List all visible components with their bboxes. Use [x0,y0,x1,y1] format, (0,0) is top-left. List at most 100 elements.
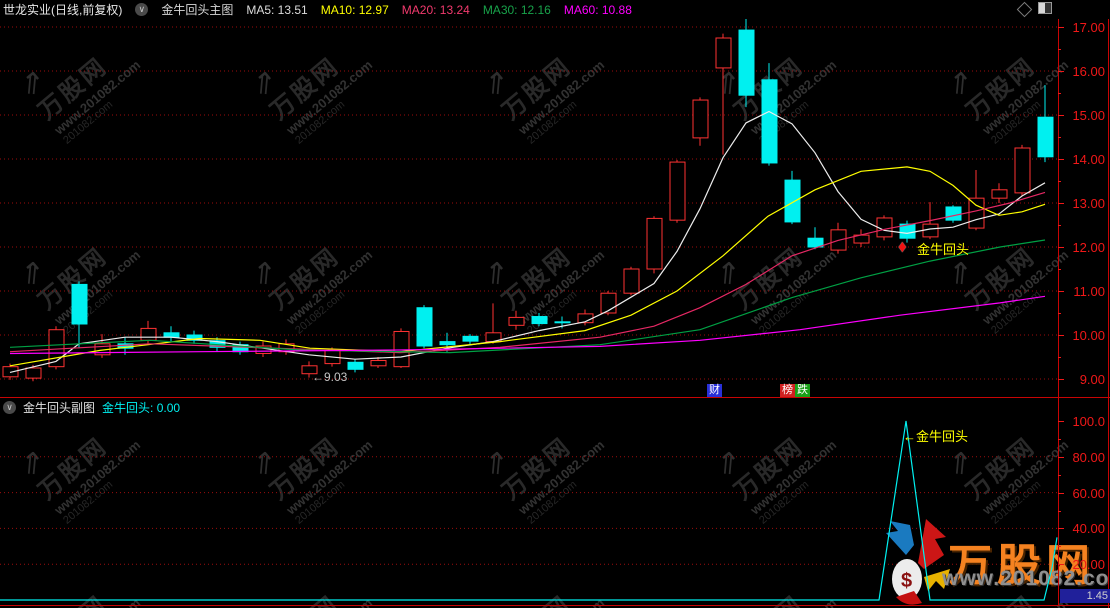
candle-body [370,360,387,367]
candle-up [669,159,686,223]
candle-body [554,321,571,324]
candle-body [646,217,663,270]
sub-axis-label: 80.00 [1072,449,1105,465]
axis-tick [1058,492,1064,494]
candle-body [784,179,801,223]
candle-down [416,305,433,349]
signal-label-sub: ←金牛回头 [903,429,969,444]
ma-readout-ma30: MA30: 12.16 [482,2,551,17]
diamond-icon[interactable] [1016,1,1033,18]
main-axis-label: 14.00 [1072,152,1105,167]
main-axis-label: 13.00 [1072,196,1105,211]
candle-body [1014,147,1031,194]
signal-gem-icon: ♦ [898,237,907,256]
candle-up [370,357,387,368]
candle-up [301,361,318,378]
main-axis-label: 16.00 [1072,64,1105,79]
candle-up [25,364,42,382]
chevron-down-icon[interactable]: ∨ [3,400,16,414]
axis-tick [1058,49,1061,50]
sub-axis-label: 40.00 [1072,521,1105,537]
ma-line-ma30 [9,239,1046,354]
main-axis-label: 15.00 [1072,108,1105,123]
ma-readout-ma10: MA10: 12.97 [320,2,389,17]
axis-tick [1058,291,1064,292]
axis-tick [1058,474,1061,476]
sub-axis-label: 20.00 [1072,557,1105,573]
stock-title: 世龙实业(日线,前复权) [3,3,123,17]
sub-indicator-value-label: 金牛回头: [102,400,154,415]
candle-up [623,266,640,296]
candle-body [462,335,479,342]
candle-body [347,361,364,370]
candle-up [991,183,1008,203]
axis-tick [1058,438,1061,440]
quick-tag[interactable]: 榜 [780,384,795,397]
panel-divider[interactable] [0,397,1110,398]
quick-tag[interactable]: 财 [707,384,722,397]
ma-line-ma5 [9,110,1046,373]
axis-tick [1058,225,1061,226]
right-border [1108,0,1109,608]
window-controls [1016,1,1052,18]
axis-tick [1058,27,1064,28]
candle-down [899,220,916,243]
split-window-icon[interactable] [1038,2,1052,14]
candle-down [186,330,203,344]
sub-axis-label: 100.0 [1072,414,1105,429]
axis-tick [1058,203,1064,204]
candle-body [393,330,410,368]
candle-body [807,237,824,248]
main-indicator-name: 金牛回头主图 [161,3,234,17]
axis-tick [1058,269,1061,270]
main-axis-label: 17.00 [1072,20,1105,35]
candle-body [669,161,686,221]
candle-body [1037,116,1054,158]
candle-down [807,227,824,250]
toolbar: 世龙实业(日线,前复权) ∨ 金牛回头主图 MA5: 13.51 MA10: 12… [0,0,1110,19]
candle-up [1014,144,1031,197]
candle-down [761,63,778,166]
sub-indicator-value: 金牛回头: 0.00 [102,399,180,416]
candle-down [1037,85,1054,163]
candle-body [715,37,732,69]
candle-body [991,189,1008,199]
axis-tick [1058,247,1064,248]
sub-panel-header: ∨ 金牛回头副图 金牛回头: 0.00 [0,399,180,415]
candle-up [508,310,525,330]
main-axis-label: 11.00 [1073,284,1105,299]
candle-body [623,268,640,294]
candle-up [646,216,663,274]
candle-body [738,29,755,96]
candle-body [71,283,88,325]
candle-body [508,316,525,326]
chevron-down-icon[interactable]: ∨ [135,3,149,16]
sub-indicator-name: 金牛回头副图 [23,400,96,415]
axis-tick [1058,313,1061,314]
candle-body [439,341,456,346]
axis-tick [1058,510,1061,512]
candle-body [25,367,42,379]
axis-tick [1058,93,1061,94]
candle-body [301,365,318,375]
signal-label-main: 金牛回头 [917,242,970,257]
candle-down [462,334,479,345]
candle-down [784,170,801,225]
candle-up [715,33,732,155]
candle-body [761,79,778,164]
quick-tag[interactable]: 跌 [795,384,810,397]
sub-axis-label: 60.00 [1072,485,1105,501]
axis-tick [1058,137,1061,138]
ma-line-ma10 [9,166,1046,367]
axis-tick [1058,421,1064,422]
price-axis: 17.00 16.00 15.00 14.00 13.00 12.00 11.00 10.00… [1058,19,1108,605]
ma-readout-ma20: MA20: 13.24 [401,2,470,17]
ma-line-ma60 [9,295,1046,355]
main-axis-label: 9.00 [1079,372,1105,387]
axis-tick [1058,115,1064,116]
axis-tick [1058,456,1064,458]
sub-indicator-value-number: 0.00 [156,400,181,415]
